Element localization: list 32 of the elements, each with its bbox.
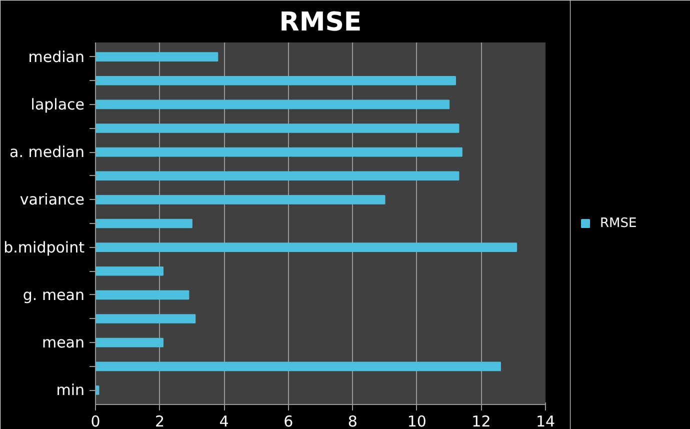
y-tick-label: a. median [10, 143, 85, 162]
legend-label: RMSE [600, 216, 637, 230]
bar [96, 266, 164, 276]
bar [96, 338, 164, 348]
bar [96, 124, 460, 133]
bar [96, 362, 501, 372]
bar [96, 171, 460, 181]
x-tick-label: 10 [407, 412, 426, 429]
y-tick-label: b.midpoint [4, 238, 85, 256]
bar [96, 290, 190, 300]
x-tick-label: 12 [472, 412, 491, 429]
y-tick-label: min [56, 381, 85, 400]
bar [96, 195, 386, 204]
bar [96, 242, 518, 252]
chart-title: RMSE [279, 8, 362, 38]
bar [96, 76, 456, 86]
bar [96, 100, 450, 110]
x-tick-label: 6 [284, 412, 294, 429]
y-tick-label: median [28, 48, 85, 66]
y-tick-label: g. mean [22, 286, 85, 304]
y-tick-label: mean [42, 334, 85, 352]
x-tick-label: 14 [536, 412, 556, 429]
y-tick-label: variance [20, 190, 84, 209]
bar [96, 52, 218, 62]
x-tick-label: 4 [219, 412, 229, 429]
bar [96, 314, 196, 324]
x-tick-label: 2 [155, 412, 165, 429]
bar [96, 147, 462, 157]
x-tick-label: 0 [90, 412, 100, 429]
y-tick-label: laplace [30, 95, 85, 114]
bar [96, 218, 192, 228]
x-tick-label: 8 [348, 412, 358, 429]
